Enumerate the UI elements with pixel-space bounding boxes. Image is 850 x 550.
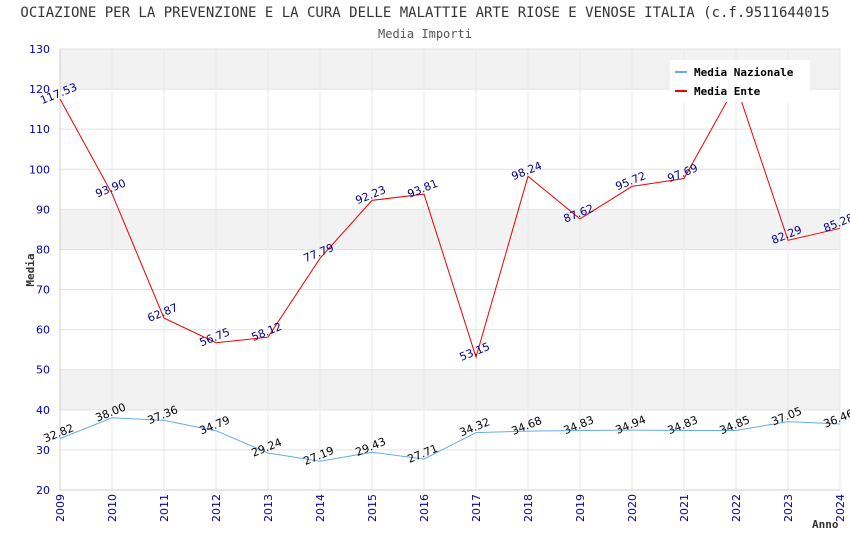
grid-band (60, 369, 840, 410)
chart-subtitle: Media Importi (378, 27, 472, 41)
data-label: 34.94 (614, 413, 648, 437)
x-tick-label: 2011 (158, 494, 171, 522)
y-tick-label: 20 (36, 484, 50, 497)
data-label: 32.82 (42, 421, 76, 445)
data-label: 93.81 (406, 177, 440, 201)
legend-label: Media Nazionale (694, 66, 794, 79)
x-tick-label: 2010 (106, 494, 119, 522)
data-label: 92.23 (354, 183, 388, 207)
data-label: 34.68 (510, 414, 544, 438)
x-tick-label: 2014 (314, 494, 327, 522)
y-tick-label: 70 (36, 284, 50, 297)
y-tick-label: 110 (29, 123, 50, 136)
y-tick-label: 60 (36, 324, 50, 337)
x-tick-label: 2013 (262, 494, 275, 522)
y-tick-label: 40 (36, 404, 50, 417)
x-axis-label: Anno (812, 518, 839, 531)
legend-label: Media Ente (694, 85, 761, 98)
data-label: 62.87 (146, 301, 180, 325)
grid-band (60, 209, 840, 250)
legend-box (670, 60, 810, 102)
data-label: 53.15 (458, 340, 492, 364)
y-tick-label: 80 (36, 243, 50, 256)
data-label: 34.83 (666, 413, 700, 437)
data-label: 97.69 (666, 161, 700, 185)
chart-title: OCIAZIONE PER LA PREVENZIONE E LA CURA D… (20, 5, 830, 21)
x-tick-label: 2021 (678, 494, 691, 522)
series-lines (59, 83, 841, 462)
x-tick-label: 2009 (54, 494, 67, 522)
x-tick-label: 2022 (730, 494, 743, 522)
x-tick-label: 2024 (834, 494, 847, 522)
x-tick-label: 2017 (470, 494, 483, 522)
data-label: 36.46 (822, 407, 850, 431)
y-tick-label: 90 (36, 203, 50, 216)
series-line-media-nazionale (59, 417, 841, 462)
data-label: 34.32 (458, 415, 492, 439)
data-label: 95.72 (614, 169, 648, 193)
legend: Media Nazionale Media Ente (670, 60, 810, 102)
y-tick-label: 100 (29, 163, 50, 176)
data-label: 58.12 (250, 320, 284, 344)
data-label: 34.83 (562, 413, 596, 437)
x-tick-label: 2016 (418, 494, 431, 522)
data-label: 34.85 (718, 413, 752, 437)
data-label: 29.24 (250, 436, 284, 460)
x-tick-label: 2019 (574, 494, 587, 522)
data-label: 27.19 (302, 444, 336, 468)
y-tick-label: 50 (36, 364, 50, 377)
background-bands (60, 49, 840, 410)
data-label: 56.75 (198, 325, 232, 349)
data-label: 93.90 (94, 177, 128, 201)
series-line-media-ente (59, 83, 841, 359)
y-tick-label: 30 (36, 444, 50, 457)
axes (59, 49, 840, 491)
data-label: 34.79 (198, 414, 232, 438)
x-tick-label: 2012 (210, 494, 223, 522)
x-tick-label: 2023 (782, 494, 795, 522)
y-tick-labels: 20 30 40 50 60 70 80 90 100 110 120 130 (29, 43, 50, 497)
x-tick-label: 2018 (522, 494, 535, 522)
x-tick-label: 2015 (366, 494, 379, 522)
y-axis-label: Media (24, 253, 37, 286)
data-label: 27.71 (406, 442, 440, 466)
y-tick-label: 130 (29, 43, 50, 56)
y-tick-label: 120 (29, 83, 50, 96)
x-tick-label: 2020 (626, 494, 639, 522)
x-tick-labels: 2009 2010 2011 2012 2013 2014 2015 2016 2017 2018… (54, 494, 847, 522)
grid-lines (59, 48, 841, 491)
data-label: 29.43 (354, 435, 388, 459)
